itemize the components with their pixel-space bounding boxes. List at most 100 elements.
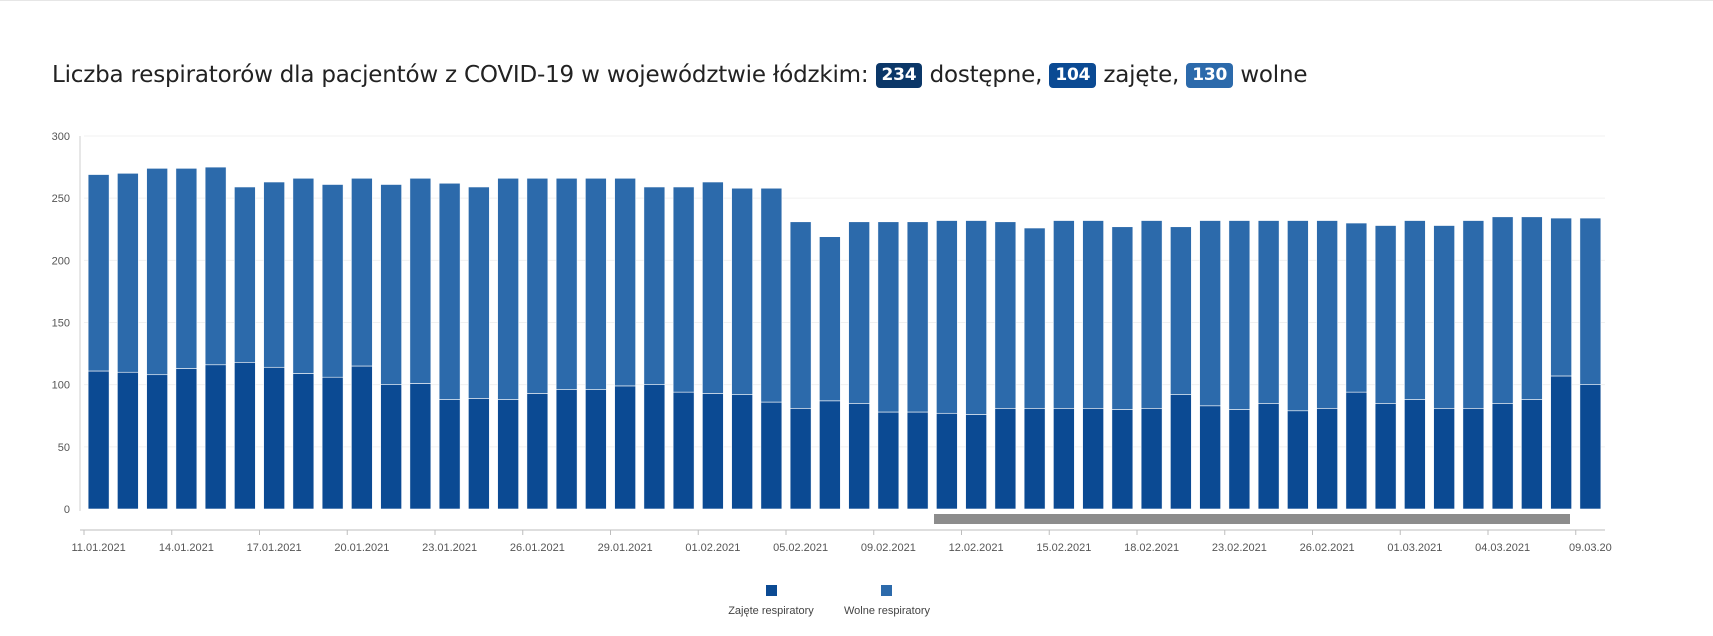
bar-occupied: [292, 373, 315, 510]
bar-occupied: [585, 389, 607, 510]
bar-free: [936, 220, 958, 414]
bar-occupied: [1462, 407, 1485, 510]
x-tick-label: 14.01.2021: [159, 542, 214, 554]
bar-occupied: [555, 389, 578, 510]
bar-free: [906, 221, 929, 413]
bar-occupied: [87, 370, 110, 510]
available-count-badge: 234: [875, 63, 923, 88]
x-tick-label: 11.01.2021: [72, 542, 126, 554]
legend-label-occupied: Zajęte respiratory: [728, 605, 814, 617]
bar-occupied: [380, 384, 402, 510]
x-tick-label: 29.01.2021: [598, 542, 653, 554]
y-tick-label: 250: [52, 193, 70, 205]
x-tick-label: 15.02.2021: [1036, 542, 1091, 554]
headline-text: Liczba respiratorów dla pacjentów z COVI…: [52, 62, 869, 88]
bar-occupied: [1170, 394, 1192, 510]
x-tick-label: 18.02.2021: [1124, 542, 1179, 554]
y-tick-label: 100: [52, 380, 70, 392]
chart-headline: Liczba respiratorów dla pacjentów z COVI…: [52, 62, 1308, 88]
bar-occupied: [731, 394, 753, 510]
bar-occupied: [1550, 375, 1572, 510]
bar-free: [380, 184, 402, 385]
bar-free: [204, 166, 227, 366]
bar-occupied: [643, 384, 666, 510]
top-divider: [0, 0, 1713, 1]
bar-occupied: [906, 411, 929, 510]
bar-free: [1462, 220, 1485, 409]
bar-occupied: [1082, 407, 1104, 510]
bar-free: [555, 177, 578, 390]
scrollbar-thumb[interactable]: [934, 514, 1570, 524]
bar-free: [1199, 220, 1221, 407]
x-tick-label: 17.01.2021: [247, 542, 302, 554]
bar-free: [351, 177, 373, 367]
bar-occupied: [468, 398, 490, 510]
bar-occupied: [204, 364, 227, 510]
bar-free: [585, 177, 607, 390]
bar-free: [643, 186, 666, 385]
bar-occupied: [1374, 403, 1397, 510]
bar-free: [1287, 220, 1309, 412]
x-tick-label: 05.02.2021: [773, 542, 828, 554]
bar-free: [1170, 226, 1192, 395]
bar-free: [234, 186, 256, 363]
x-tick-label: 09.02.2021: [861, 542, 916, 554]
bar-free: [819, 236, 841, 402]
y-tick-label: 150: [52, 318, 70, 330]
bars: [87, 166, 1602, 510]
bar-occupied: [1287, 410, 1309, 510]
bar-free: [1579, 217, 1602, 385]
bar-free: [1550, 217, 1572, 377]
occupied-count-badge: 104: [1049, 63, 1097, 88]
legend-swatch-occupied: [766, 585, 777, 596]
bar-free: [702, 181, 724, 394]
x-tick-label: 09.03.20: [1569, 542, 1612, 554]
y-tick-label: 200: [52, 255, 70, 267]
bar-free: [760, 187, 783, 403]
bar-occupied: [760, 401, 783, 510]
bar-occupied: [848, 403, 870, 510]
bar-occupied: [1404, 399, 1426, 510]
bar-occupied: [146, 374, 168, 510]
bar-free: [468, 186, 490, 399]
bar-free: [1257, 220, 1280, 404]
bar-occupied: [789, 407, 812, 510]
bar-free: [292, 177, 315, 374]
legend: Zajęte respiratory Wolne respiratory: [728, 585, 930, 617]
bar-free: [438, 182, 461, 400]
bar-free: [175, 168, 198, 369]
x-tick-label: 26.01.2021: [510, 542, 565, 554]
bar-free: [731, 187, 753, 395]
bar-free: [409, 177, 432, 384]
bar-free: [994, 221, 1017, 409]
bar-occupied: [1257, 403, 1280, 510]
x-tick-label: 20.01.2021: [334, 542, 389, 554]
bar-free: [965, 220, 987, 415]
y-tick-label: 0: [64, 504, 70, 516]
bar-occupied: [1228, 409, 1251, 510]
bar-occupied: [438, 399, 461, 510]
bar-occupied: [263, 366, 285, 510]
x-tick-label: 04.03.2021: [1475, 542, 1530, 554]
bar-free: [1023, 227, 1046, 409]
bar-free: [526, 177, 549, 394]
bar-occupied: [994, 407, 1017, 510]
x-tick-label: 01.03.2021: [1387, 542, 1442, 554]
bar-occupied: [1345, 391, 1368, 510]
bar-occupied: [1521, 399, 1543, 510]
bar-free: [789, 221, 812, 409]
bar-occupied: [497, 399, 519, 510]
bar-occupied: [175, 368, 198, 510]
bar-occupied: [819, 400, 841, 510]
bar-occupied: [1579, 384, 1602, 510]
bar-free: [848, 221, 870, 404]
x-tick-label: 01.02.2021: [685, 542, 740, 554]
bar-free: [1140, 220, 1163, 409]
x-tick-label: 12.02.2021: [949, 542, 1004, 554]
y-axis: 0 50 100 150 200 250 300: [52, 131, 81, 516]
bar-occupied: [936, 412, 958, 510]
bar-occupied: [702, 393, 724, 510]
range-scrollbar[interactable]: [934, 514, 1570, 524]
free-count-badge: 130: [1186, 63, 1234, 88]
